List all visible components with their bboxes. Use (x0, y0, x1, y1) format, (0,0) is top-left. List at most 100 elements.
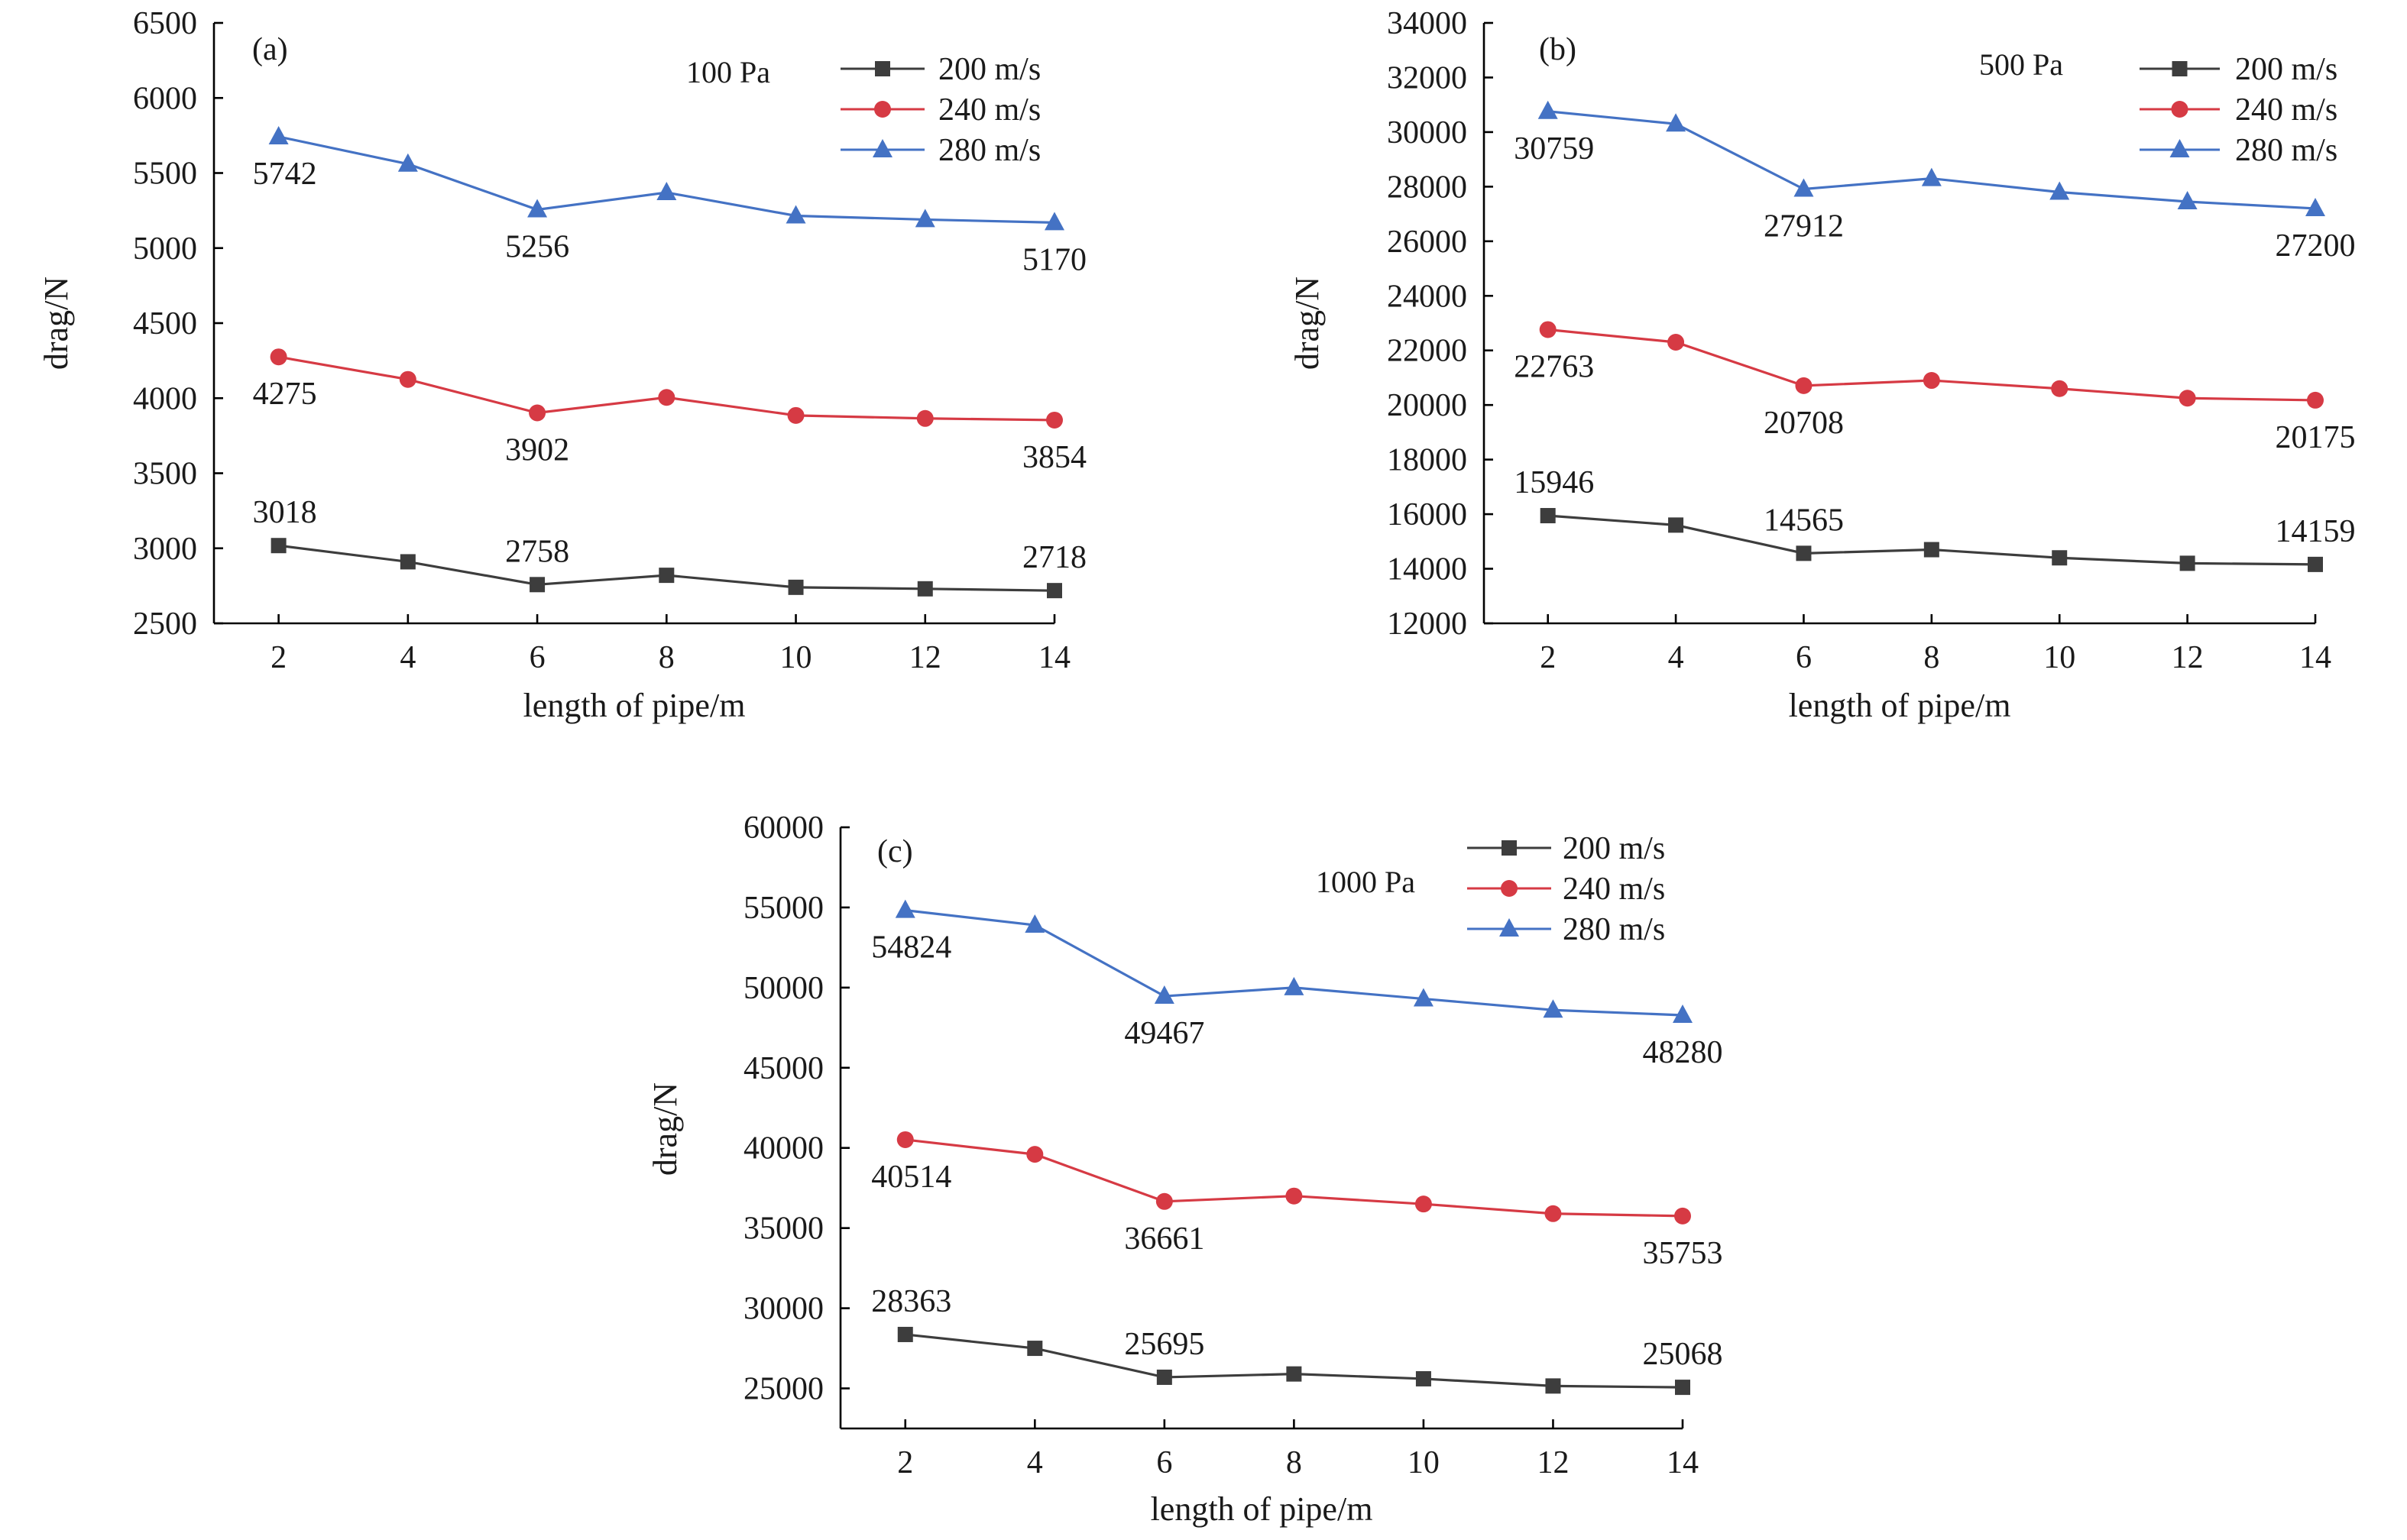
legend-marker (874, 101, 891, 118)
y-tick-label: 24000 (1387, 279, 1467, 314)
legend-entry: 240 m/s (1467, 872, 1665, 907)
x-tick-label: 10 (780, 640, 812, 675)
y-tick-label: 26000 (1387, 225, 1467, 260)
chart-panel-b: 12000 14000 16000 18000 20000 22000 24000 26000… (1288, 6, 2356, 724)
data-point (1667, 334, 1685, 351)
y-axis-title: drag/N (1288, 277, 1326, 370)
y-tick-label: 50000 (743, 971, 824, 1006)
data-label: 27912 (1764, 209, 1844, 244)
legend-entry: 200 m/s (841, 52, 1041, 87)
data-point (1923, 372, 1940, 390)
data-label: 3018 (253, 495, 317, 530)
y-tick-label: 3500 (133, 457, 197, 492)
y-tick-label: 4500 (133, 306, 197, 341)
x-tick-label: 14 (2299, 640, 2331, 675)
series-200ms: 15946 14565 14159 (1514, 465, 2356, 572)
series-280ms: 54824 49467 48280 (871, 899, 1723, 1070)
legend-marker (1501, 880, 1518, 897)
series-line (1547, 110, 2316, 210)
data-point (529, 404, 546, 422)
data-point (1923, 542, 1939, 558)
y-axis-title: drag/N (646, 1082, 684, 1176)
x-axis-title: length of pipe/m (1151, 1490, 1373, 1528)
x-tick-label: 6 (530, 640, 546, 675)
data-label: 22763 (1514, 349, 1594, 384)
data-label: 49467 (1124, 1016, 1204, 1051)
data-label: 35753 (1643, 1236, 1723, 1271)
y-tick-label: 4000 (133, 381, 197, 416)
data-point (1537, 100, 1558, 119)
data-point (271, 538, 287, 554)
data-label: 14159 (2276, 514, 2356, 549)
y-axis-title: drag/N (37, 277, 75, 370)
y-tick-label: 30000 (743, 1292, 824, 1327)
pressure-annotation: 500 Pa (1979, 47, 2063, 82)
legend-label: 240 m/s (938, 92, 1041, 128)
y-tick-label: 12000 (1387, 607, 1467, 642)
y-tick-label: 45000 (743, 1051, 824, 1086)
x-tick-label: 10 (1408, 1445, 1440, 1480)
y-tick-label: 5500 (133, 157, 197, 192)
panel-tag: (a) (252, 32, 288, 67)
x-tick-label: 12 (2172, 640, 2204, 675)
chart-panel-a: 2500 3000 3500 4000 4500 5000 5500 6000 6500 2 4 6 8… (37, 6, 1087, 724)
data-label: 54824 (871, 930, 951, 966)
data-point (917, 581, 933, 597)
data-label: 30759 (1514, 131, 1594, 167)
data-point (2177, 191, 2198, 210)
legend-marker (1502, 840, 1517, 856)
data-point (1284, 976, 1304, 995)
data-point (1026, 1146, 1044, 1163)
y-tick-label: 32000 (1387, 60, 1467, 95)
data-point (788, 579, 804, 595)
data-point (1539, 321, 1557, 338)
data-point (1675, 1380, 1690, 1396)
y-tick-label: 3000 (133, 532, 197, 567)
legend-entry: 240 m/s (2140, 92, 2337, 128)
data-point (1156, 1369, 1172, 1385)
y-tick-label: 6000 (133, 81, 197, 116)
data-label: 25695 (1124, 1327, 1204, 1362)
data-point (2179, 390, 2196, 407)
series-280ms: 30759 27912 27200 (1514, 100, 2356, 264)
data-point (268, 125, 289, 144)
x-tick-label: 4 (400, 640, 416, 675)
data-point (400, 554, 416, 570)
pressure-annotation: 100 Pa (686, 55, 770, 89)
y-tick-label: 5000 (133, 231, 197, 267)
series-240ms: 4275 3902 3854 (253, 348, 1087, 475)
data-point (1025, 914, 1045, 933)
data-label: 5256 (505, 229, 569, 264)
data-label: 15946 (1514, 465, 1594, 500)
data-point (1414, 1195, 1432, 1213)
data-label: 25068 (1643, 1337, 1723, 1372)
y-tick-label: 40000 (743, 1131, 824, 1166)
data-point (1674, 1207, 1691, 1225)
data-point (1413, 988, 1434, 1007)
data-point (1666, 113, 1686, 132)
data-point (916, 409, 934, 427)
data-point (1286, 1366, 1302, 1382)
y-tick-label: 55000 (743, 891, 824, 926)
data-point (1415, 1370, 1431, 1386)
data-point (897, 1326, 913, 1342)
y-tick-label: 6500 (133, 6, 197, 41)
series-240ms: 22763 20708 20175 (1514, 321, 2356, 455)
data-point (2052, 550, 2068, 566)
x-tick-label: 2 (897, 1445, 913, 1480)
x-tick-label: 8 (659, 640, 675, 675)
data-label: 36661 (1124, 1221, 1204, 1257)
legend-marker (873, 139, 893, 157)
series-line (278, 355, 1055, 422)
data-point (1545, 1378, 1561, 1394)
data-point (787, 406, 805, 424)
data-point (1673, 1004, 1693, 1023)
y-tick-label: 22000 (1387, 334, 1467, 369)
data-point (1796, 545, 1812, 561)
data-label: 27200 (2276, 228, 2356, 264)
data-point (2049, 181, 2070, 200)
data-point (270, 348, 287, 366)
y-tick-label: 34000 (1387, 6, 1467, 41)
legend-entry: 280 m/s (841, 133, 1041, 168)
